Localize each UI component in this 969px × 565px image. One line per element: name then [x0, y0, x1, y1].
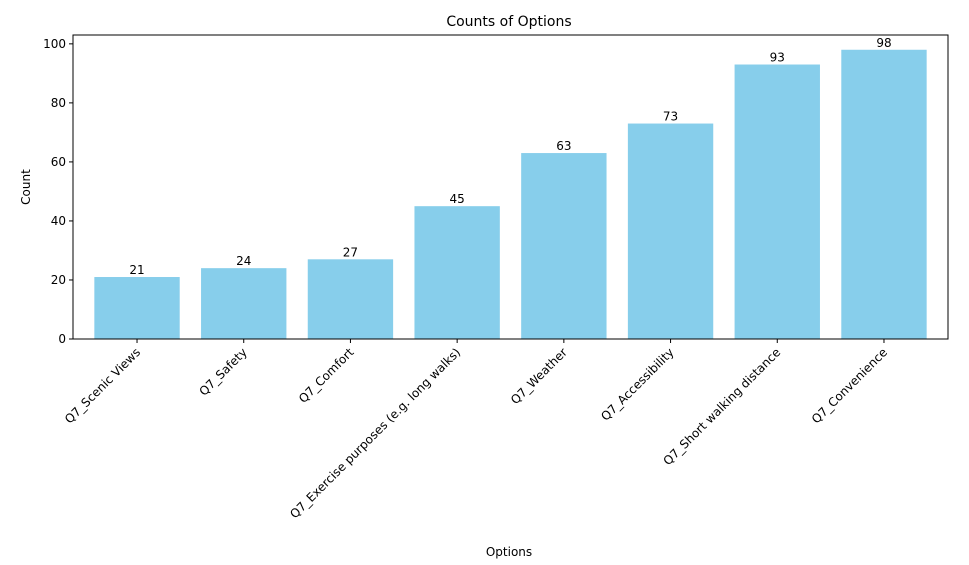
bar [841, 49, 927, 339]
bar-value-label: 93 [770, 51, 785, 65]
bar-value-label: 21 [129, 263, 144, 277]
bar [307, 259, 394, 339]
bars-group [94, 49, 927, 340]
y-tick-label: 40 [51, 214, 66, 228]
y-tick-label: 80 [51, 96, 66, 110]
x-tick-label: Q7_Exercise purposes (e.g. long walks) [287, 345, 463, 521]
bar [201, 268, 287, 339]
y-axis: 0 20 40 60 80 100 [43, 37, 73, 346]
x-tick-label: Q7_Safety [196, 345, 249, 398]
x-tick-label: Q7_Weather [508, 345, 570, 407]
bar [94, 277, 180, 339]
x-axis: Q7_Scenic Views Q7_Safety Q7_ComfortQ7_Exe… [62, 339, 890, 521]
bar [521, 153, 607, 339]
y-tick-label: 100 [43, 37, 66, 51]
bar [734, 64, 820, 340]
x-tick-label: Q7_Accessibility [598, 345, 676, 423]
bar-value-label: 98 [876, 36, 891, 50]
x-tick-label: Q7_Convenience [809, 345, 890, 426]
x-tick-label: Q7_Comfort [296, 345, 357, 406]
bar [627, 123, 714, 339]
bar [414, 206, 500, 339]
x-tick-label: Q7_Short walking distance [661, 345, 784, 468]
x-tick-label: Q7_Scenic Views [62, 345, 143, 426]
y-axis-label: Count [19, 169, 33, 205]
y-tick-label: 20 [51, 273, 66, 287]
bar-value-label: 73 [663, 110, 678, 124]
bar-value-label: 45 [450, 192, 465, 206]
bar-value-label: 63 [556, 139, 571, 153]
bar-labels-group: 21 24 27 45 63 73 93 98 [129, 36, 891, 277]
y-tick-label: 60 [51, 155, 66, 169]
bar-value-label: 24 [236, 254, 251, 268]
chart-title: Counts of Options [446, 14, 571, 30]
x-axis-label: Options [486, 545, 532, 559]
bar-value-label: 27 [343, 245, 358, 259]
y-tick-label: 0 [58, 332, 66, 346]
plot-area-frame [72, 34, 949, 340]
